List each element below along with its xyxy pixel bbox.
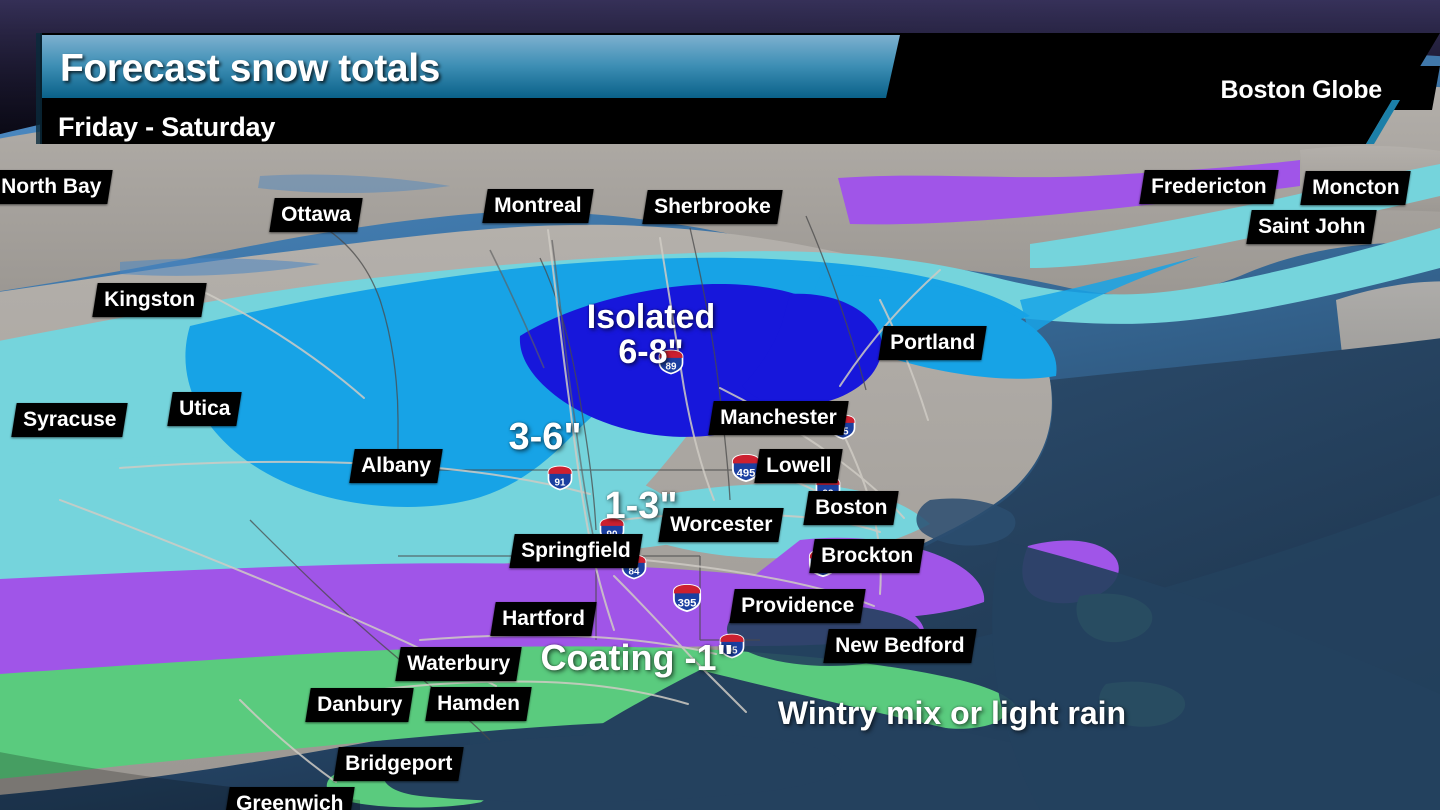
city-label-text: Portland <box>890 331 976 354</box>
city-label: Danbury <box>305 688 414 722</box>
interstate-shield-icon: 89 <box>657 347 685 377</box>
svg-text:89: 89 <box>666 361 677 372</box>
city-label-text: North Bay <box>1 175 102 198</box>
city-label: Syracuse <box>11 403 129 437</box>
city-label: North Bay <box>0 170 114 204</box>
city-label: Portland <box>878 326 987 360</box>
svg-text:395: 395 <box>678 597 697 609</box>
city-label: Moncton <box>1300 171 1412 205</box>
headline-banner: Forecast snow totals Friday - Saturday B… <box>0 0 1440 160</box>
city-label-text: Manchester <box>720 406 837 429</box>
city-label: Providence <box>729 589 866 623</box>
city-label-text: Worcester <box>670 513 773 536</box>
city-label-text: Syracuse <box>23 408 117 431</box>
city-label: Utica <box>167 392 243 426</box>
city-label: Saint John <box>1246 210 1378 244</box>
svg-text:495: 495 <box>737 467 756 479</box>
city-label: Hartford <box>490 602 597 636</box>
page-title: Forecast snow totals <box>60 47 440 90</box>
city-label: Kingston <box>92 283 207 317</box>
city-label: Boston <box>803 491 900 525</box>
city-label-text: Utica <box>179 397 231 420</box>
interstate-shield-icon: 495 <box>729 453 763 483</box>
annotation-line-2: 6-8" <box>618 332 684 371</box>
city-label-text: Ottawa <box>281 203 352 226</box>
annotation-line-1: 1-3" <box>604 485 678 527</box>
annotation-line-1: Isolated <box>586 298 716 336</box>
city-label-text: Kingston <box>104 288 196 311</box>
interstate-shield-icon: 395 <box>670 583 704 613</box>
city-label-text: Montreal <box>494 194 582 217</box>
city-label: New Bedford <box>823 629 977 663</box>
city-label: Greenwich <box>224 787 356 810</box>
city-label: Ottawa <box>269 198 363 232</box>
city-label-text: Hamden <box>437 692 520 715</box>
city-label: Waterbury <box>395 647 522 681</box>
city-label-text: Albany <box>361 454 432 477</box>
city-label-text: Bridgeport <box>345 752 453 775</box>
city-label: Montreal <box>482 189 594 223</box>
city-label-text: Providence <box>741 594 855 617</box>
city-label-text: Danbury <box>317 693 403 716</box>
city-label: Lowell <box>754 449 844 483</box>
city-label: Brockton <box>809 539 925 573</box>
city-label: Fredericton <box>1139 170 1279 204</box>
city-label: Hamden <box>425 687 532 721</box>
headline-plate-shape <box>36 33 1440 144</box>
city-label: Sherbrooke <box>642 190 783 224</box>
svg-text:84: 84 <box>629 566 640 577</box>
city-label: Albany <box>349 449 443 483</box>
brand-label: Boston Globe <box>1220 76 1383 104</box>
city-label-text: Hartford <box>502 607 585 630</box>
svg-text:91: 91 <box>555 477 566 488</box>
city-label-text: New Bedford <box>835 634 965 657</box>
city-label-text: Brockton <box>821 544 914 567</box>
city-label-text: Fredericton <box>1151 175 1267 198</box>
city-label: Springfield <box>509 534 643 568</box>
city-label-text: Boston <box>815 496 888 519</box>
city-label: Bridgeport <box>333 747 465 781</box>
forecast-period-label: Friday - Saturday <box>58 112 276 142</box>
city-label-text: Moncton <box>1312 176 1400 199</box>
annotation-line-1: Coating -1" <box>540 637 734 678</box>
svg-text:95: 95 <box>727 645 738 656</box>
interstate-shield-icon: 91 <box>546 463 574 493</box>
annotation-line-1: 3-6" <box>508 416 582 458</box>
annotation-line-1: Wintry mix or light rain <box>777 695 1127 731</box>
city-label-text: Lowell <box>766 454 832 477</box>
city-label: Manchester <box>708 401 849 435</box>
city-label-text: Greenwich <box>236 792 344 810</box>
city-label-text: Waterbury <box>407 652 511 675</box>
city-label-text: Saint John <box>1258 215 1366 238</box>
city-label-text: Springfield <box>521 539 631 562</box>
interstate-shield-icon: 95 <box>718 631 746 661</box>
city-label-text: Sherbrooke <box>654 195 771 218</box>
